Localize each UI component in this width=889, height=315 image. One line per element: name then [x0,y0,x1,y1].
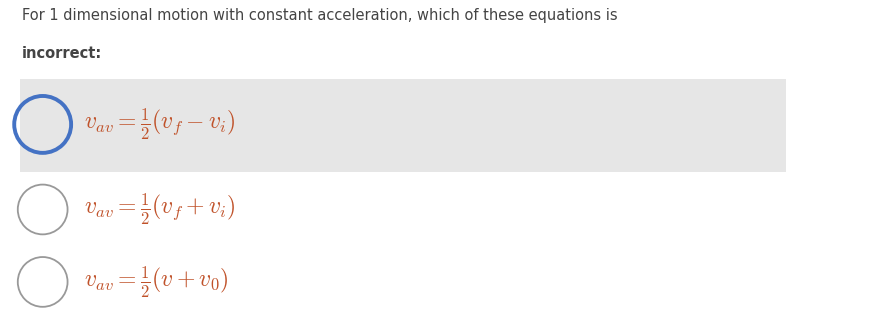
Text: $v_{av} = \frac{1}{2}(v_f + v_i)$: $v_{av} = \frac{1}{2}(v_f + v_i)$ [84,192,236,227]
FancyBboxPatch shape [20,79,786,172]
Text: incorrect:: incorrect: [22,46,102,61]
Text: $v_{av} = \frac{1}{2}(v + v_0)$: $v_{av} = \frac{1}{2}(v + v_0)$ [84,264,229,300]
Text: For 1 dimensional motion with constant acceleration, which of these equations is: For 1 dimensional motion with constant a… [22,8,618,23]
Text: $v_{av} = \frac{1}{2}(v_f - v_i)$: $v_{av} = \frac{1}{2}(v_f - v_i)$ [84,107,236,142]
